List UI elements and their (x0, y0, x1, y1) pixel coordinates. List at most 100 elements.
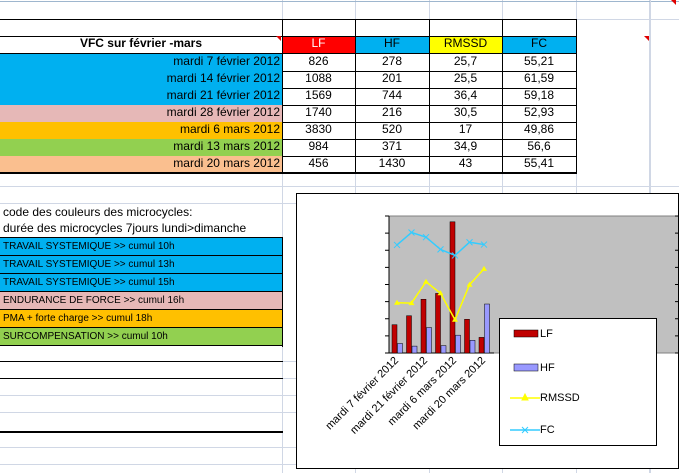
row-lf-value[interactable]: 984 (308, 139, 329, 153)
bar-lf (449, 221, 456, 354)
legend-label: HF (540, 362, 555, 374)
row-fc-value[interactable]: 55,21 (523, 54, 555, 68)
point-rmssd (423, 278, 429, 284)
row-lf-value[interactable]: 1088 (305, 71, 332, 85)
row-date[interactable]: mardi 6 mars 2012 (0, 122, 282, 139)
point-fc (393, 241, 401, 249)
bar-hf (426, 327, 432, 354)
row-date[interactable]: mardi 7 février 2012 (0, 54, 282, 71)
row-date[interactable]: mardi 21 février 2012 (0, 88, 282, 105)
row-fc-value[interactable]: 52,93 (523, 105, 555, 119)
row-border (0, 173, 577, 174)
row-rmssd-value[interactable]: 30,5 (453, 105, 478, 119)
point-rmssd (437, 290, 444, 296)
bar-lf (478, 337, 485, 354)
point-rmssd (452, 316, 458, 322)
row-hf-value[interactable]: 201 (381, 71, 403, 85)
point-fc (451, 252, 459, 259)
cycle-border (0, 273, 283, 274)
legend-item-fc[interactable]: FC (504, 423, 555, 437)
row-fc-value[interactable]: 61,59 (523, 71, 555, 85)
color-code-title: code des couleurs des microcycles: (3, 205, 193, 219)
color-code-subtitle: durée des microcycles 7jours lundi>diman… (3, 221, 247, 235)
row-rmssd-value[interactable]: 43 (458, 156, 473, 170)
row-lf-value[interactable]: 1569 (305, 88, 332, 102)
legend-item-lf[interactable]: LF (504, 327, 553, 341)
cycle-item[interactable]: PMA + forte charge >> cumul 18h (0, 310, 282, 328)
point-rmssd (408, 300, 415, 306)
row-border (0, 88, 577, 89)
row-rmssd-value[interactable]: 25,7 (453, 54, 478, 68)
row-rmssd-value[interactable]: 36,4 (453, 88, 478, 102)
point-fc (408, 229, 415, 236)
legend-label: FC (540, 424, 555, 436)
row-lf-value[interactable]: 3830 (305, 122, 332, 136)
row-fc-value[interactable]: 55,41 (523, 156, 555, 170)
bar-hf (397, 343, 403, 354)
cycle-item[interactable]: TRAVAIL SYSTEMIQUE >> cumul 10h (0, 238, 282, 256)
cycle-border (0, 378, 283, 379)
legend-swatch-rmssd (510, 392, 540, 401)
row-rmssd-value[interactable]: 17 (458, 122, 473, 136)
legend-label: RMSSD (540, 392, 580, 404)
comment-marker[interactable] (276, 36, 281, 41)
row-date[interactable]: mardi 28 février 2012 (0, 105, 282, 122)
cycle-border (0, 255, 283, 256)
cycle-item[interactable]: TRAVAIL SYSTEMIQUE >> cumul 13h (0, 256, 282, 274)
bar-lf (464, 319, 470, 354)
cycle-border (0, 237, 283, 238)
comment-marker[interactable] (644, 36, 649, 41)
row-fc-value[interactable]: 56,6 (527, 139, 551, 153)
row-hf-value[interactable]: 216 (381, 105, 403, 119)
row-date[interactable]: mardi 20 mars 2012 (0, 156, 282, 173)
row-hf-value[interactable]: 278 (381, 54, 403, 68)
table-border (355, 19, 356, 173)
legend-item-rmssd[interactable]: RMSSD (504, 391, 580, 405)
cycle-border (0, 361, 283, 362)
cycle-border (282, 237, 283, 347)
row-rmssd-value[interactable]: 34,9 (453, 139, 478, 153)
row-lf-value[interactable]: 456 (308, 156, 329, 170)
table-border (0, 36, 577, 37)
table-border (429, 19, 430, 173)
comment-marker[interactable] (671, 0, 676, 5)
grid-row-line (0, 186, 679, 187)
cycle-border (0, 291, 283, 292)
bar-lf (435, 293, 441, 354)
legend-swatch-hf (513, 363, 539, 372)
table-border (502, 19, 503, 173)
table-border (0, 19, 577, 20)
cycle-item[interactable]: SURCOMPENSATION >> cumul 10h (0, 328, 282, 346)
cycle-item[interactable]: ENDURANCE DE FORCE >> cumul 16h (0, 292, 282, 310)
header-fc: FC (502, 36, 576, 53)
row-date[interactable]: mardi 14 février 2012 (0, 71, 282, 88)
row-hf-value[interactable]: 371 (381, 139, 403, 153)
point-fc (437, 246, 444, 253)
bar-hf (455, 334, 461, 354)
bar-hf (411, 345, 418, 354)
row-date[interactable]: mardi 13 mars 2012 (0, 139, 282, 156)
row-hf-value[interactable]: 520 (381, 122, 403, 136)
row-hf-value[interactable]: 744 (381, 88, 403, 102)
header-rmssd: RMSSD (429, 36, 502, 53)
row-hf-value[interactable]: 1430 (378, 156, 406, 170)
row-lf-value[interactable]: 1740 (305, 105, 332, 119)
chart-legend[interactable]: LF HF RMSSD FC (499, 318, 657, 446)
row-rmssd-value[interactable]: 25,5 (453, 71, 478, 85)
cycle-border (0, 309, 283, 310)
bar-lf (420, 299, 427, 354)
table-border (0, 172, 577, 173)
legend-swatch-lf (513, 329, 539, 338)
point-rmssd (481, 265, 487, 271)
row-fc-value[interactable]: 49,86 (523, 122, 555, 136)
row-fc-value[interactable]: 59,18 (523, 88, 555, 102)
legend-swatch-fc (510, 426, 540, 434)
row-border (0, 139, 577, 140)
point-fc (466, 238, 473, 246)
legend-item-hf[interactable]: HF (504, 361, 555, 375)
row-border (0, 105, 577, 106)
table-border (0, 53, 577, 54)
cycle-item[interactable]: TRAVAIL SYSTEMIQUE >> cumul 15h (0, 274, 282, 292)
row-lf-value[interactable]: 826 (308, 54, 329, 68)
